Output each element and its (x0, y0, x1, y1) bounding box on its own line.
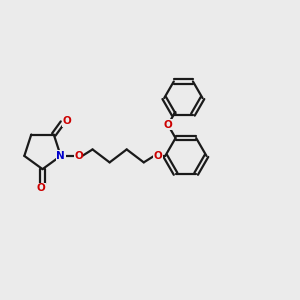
Text: O: O (62, 116, 71, 126)
Text: O: O (74, 151, 83, 161)
Text: O: O (37, 183, 45, 193)
Text: O: O (164, 120, 172, 130)
Text: O: O (154, 151, 162, 161)
Text: N: N (56, 151, 65, 161)
